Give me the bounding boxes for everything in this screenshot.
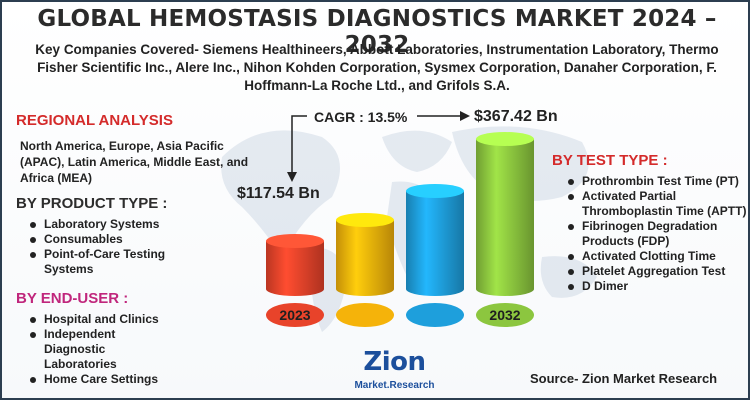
list-item: Laboratory Systems [24, 217, 224, 232]
bar-top-cap [476, 132, 534, 146]
list-item: Fibrinogen Degradation Products (FDP) [562, 219, 747, 249]
test-type-heading: BY TEST TYPE : [552, 152, 668, 169]
regional-analysis-heading: REGIONAL ANALYSIS [16, 112, 173, 129]
zion-logo: Zion Market.Research [352, 347, 437, 397]
list-item: Prothrombin Test Time (PT) [562, 174, 747, 189]
list-item: Independent Diagnostic Laboratories [24, 327, 144, 372]
test-type-list: Prothrombin Test Time (PT) Activated Par… [562, 174, 747, 294]
source-note: Source- Zion Market Research [530, 371, 718, 386]
bar-cylinder [476, 139, 534, 296]
list-item: D Dimer [562, 279, 747, 294]
list-item: Point-of-Care Testing Systems [24, 247, 214, 277]
list-item: Platelet Aggregation Test [562, 264, 747, 279]
bar-top-cap [266, 234, 324, 248]
value-2023-label: $117.54 Bn [237, 185, 320, 202]
bar-cylinder [336, 220, 394, 296]
logo-sub-text: Market.Research [354, 380, 435, 391]
arrow-head-right [460, 111, 470, 121]
page-title: GLOBAL HEMOSTASIS DIAGNOSTICS MARKET 202… [37, 6, 717, 58]
bar-cylinder [406, 191, 464, 296]
list-item: Consumables [24, 232, 224, 247]
list-item: Activated Partial Thromboplastin Time (A… [562, 189, 747, 219]
end-user-heading: BY END-USER : [16, 290, 129, 307]
year-label: 2032 [489, 307, 520, 323]
logo-main-text: Zion [363, 347, 426, 377]
year-oval [406, 303, 464, 327]
bar-top-cap [336, 213, 394, 227]
regional-analysis-text: North America, Europe, Asia Pacific (APA… [20, 139, 249, 185]
product-type-list: Laboratory Systems Consumables Point-of-… [24, 217, 224, 277]
value-2032-label: $367.42 Bn [474, 108, 558, 125]
year-oval [476, 303, 534, 327]
list-item: Hospital and Clinics [24, 312, 199, 327]
bar-cylinder [266, 241, 324, 296]
cagr-label: CAGR : 13.5% [314, 109, 408, 125]
arrow-line [291, 115, 307, 174]
bar-top-cap [406, 184, 464, 198]
year-label: 2023 [279, 307, 310, 323]
arrow-head-down [287, 172, 297, 182]
product-type-heading: BY PRODUCT TYPE : [16, 195, 168, 212]
key-companies-subtitle: Key Companies Covered- Siemens Healthine… [35, 42, 719, 93]
list-item: Activated Clotting Time [562, 249, 747, 264]
year-oval [266, 303, 324, 327]
year-oval [336, 303, 394, 327]
end-user-list: Hospital and Clinics Independent Diagnos… [24, 312, 199, 387]
list-item: Home Care Settings [24, 372, 199, 387]
